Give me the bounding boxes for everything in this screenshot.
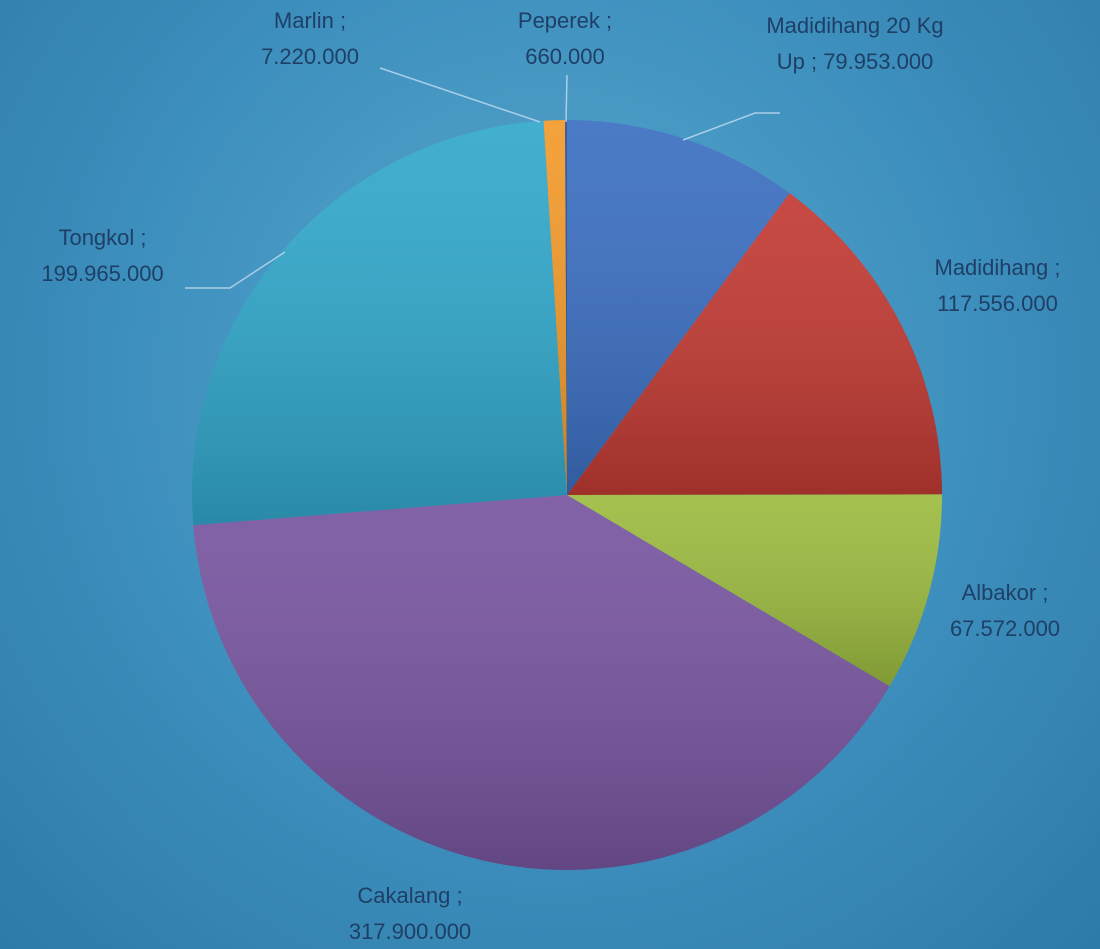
label-separator: ; [606, 8, 612, 33]
label-separator: ; [1042, 580, 1048, 605]
label-separator: ; [456, 883, 462, 908]
data-label: Madidihang ; 117.556.000 [900, 250, 1095, 322]
data-label: Albakor ; 67.572.000 [915, 575, 1095, 647]
data-label: Marlin ; 7.220.000 [240, 3, 380, 75]
label-value: 67.572.000 [950, 616, 1060, 641]
label-name: Tongkol [58, 225, 134, 250]
label-value: 317.900.000 [349, 919, 471, 944]
label-name: Peperek [518, 8, 600, 33]
label-value: 79.953.000 [823, 49, 933, 74]
page: Madidihang 20 Kg Up ; 79.953.000 Madidiha… [0, 0, 1100, 949]
label-separator: ; [1054, 255, 1060, 280]
label-separator: ; [140, 225, 146, 250]
label-separator: ; [811, 49, 817, 74]
pie [192, 120, 942, 870]
data-label: Tongkol ; 199.965.000 [10, 220, 195, 292]
leader-line [566, 75, 567, 122]
label-name: Cakalang [357, 883, 450, 908]
label-value: 199.965.000 [41, 261, 163, 286]
label-name: Madidihang [935, 255, 1049, 280]
leader-line [683, 113, 780, 140]
data-label: Peperek ; 660.000 [495, 3, 635, 75]
label-separator: ; [340, 8, 346, 33]
label-value: 117.556.000 [937, 291, 1058, 316]
leader-line [380, 68, 540, 122]
slice-shade [192, 121, 567, 525]
chart [0, 0, 1100, 949]
label-value: 660.000 [525, 44, 605, 69]
data-label: Madidihang 20 Kg Up ; 79.953.000 [760, 8, 950, 80]
label-value: 7.220.000 [261, 44, 359, 69]
label-name: Albakor [962, 580, 1037, 605]
label-name: Marlin [274, 8, 334, 33]
data-label: Cakalang ; 317.900.000 [320, 878, 500, 949]
